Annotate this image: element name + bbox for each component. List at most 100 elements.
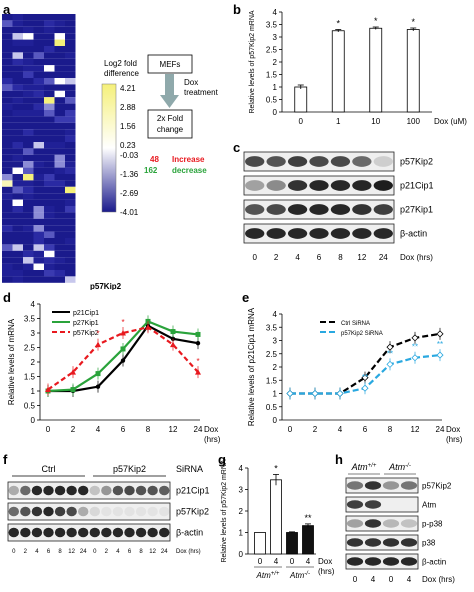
group-ko-label: Atm-/- bbox=[289, 571, 310, 580]
y-tick-label: 1 bbox=[31, 387, 36, 396]
heatmap-cell bbox=[65, 231, 76, 238]
x-tick-label: 12 bbox=[169, 425, 178, 434]
blot-band bbox=[330, 180, 351, 191]
blot-band bbox=[364, 519, 382, 528]
heatmap-cell bbox=[65, 212, 76, 219]
blot-band bbox=[266, 156, 286, 167]
blot-row-label: p57Kip2 bbox=[176, 507, 209, 517]
heatmap-cell bbox=[33, 110, 44, 117]
data-point bbox=[411, 334, 419, 342]
heatmap-cell bbox=[23, 46, 34, 53]
y-tick-label: 4 bbox=[31, 300, 36, 309]
heatmap-cell bbox=[65, 263, 76, 270]
y-tick-label: 0 bbox=[239, 550, 244, 559]
blot-band bbox=[364, 500, 382, 509]
heatmap-cell bbox=[44, 46, 55, 53]
blot-band bbox=[309, 204, 329, 215]
heatmap-cell bbox=[2, 65, 13, 72]
panel-label-g: g bbox=[218, 452, 226, 467]
heatmap-cell bbox=[33, 161, 44, 168]
heatmap-cell bbox=[2, 193, 13, 200]
blot-band bbox=[245, 228, 265, 239]
heatmap-cell bbox=[2, 90, 13, 98]
heatmap-cell bbox=[54, 199, 65, 206]
panel-h: Atm+/+ Atm-/- p57Kip2 Atm p-p38 p38 β-actin 0 4 0… bbox=[345, 462, 455, 584]
heatmap-cell bbox=[54, 129, 65, 136]
heatmap-cell bbox=[44, 250, 55, 258]
y-tick-label: 2.5 bbox=[24, 344, 36, 353]
heatmap-cell bbox=[2, 154, 13, 162]
heatmap-cell bbox=[33, 78, 44, 85]
blot-band bbox=[54, 506, 66, 517]
y-tick-label: 3 bbox=[273, 337, 278, 346]
heatmap-cell bbox=[33, 276, 44, 283]
legend-tick: -2.69 bbox=[120, 189, 139, 198]
heatmap-cell bbox=[12, 78, 23, 85]
legend-entry: p57Kip2 SiRNA bbox=[341, 331, 383, 337]
heatmap-cell bbox=[12, 65, 23, 72]
heatmap-cell bbox=[2, 218, 13, 226]
fold-change-line1: 2x Fold bbox=[157, 114, 183, 123]
heatmap-cell bbox=[65, 110, 76, 117]
heatmap-cell bbox=[12, 206, 23, 213]
data-point bbox=[436, 351, 444, 359]
heatmap-cell bbox=[33, 218, 44, 226]
heatmap-cell bbox=[65, 58, 76, 66]
heatmap-cell bbox=[44, 116, 55, 123]
x-tick-label: 4 bbox=[338, 425, 343, 434]
heatmap-cell bbox=[44, 110, 55, 117]
blot-band bbox=[400, 538, 418, 547]
heatmap-cell bbox=[65, 135, 76, 142]
data-point bbox=[95, 384, 101, 389]
heatmap-cell bbox=[54, 212, 65, 219]
blot-band bbox=[287, 180, 308, 191]
heatmap-cell bbox=[65, 78, 76, 85]
heatmap-cell bbox=[23, 263, 34, 270]
legend-entry: p57Kip2 bbox=[73, 330, 99, 337]
heatmap-cell bbox=[65, 52, 76, 59]
legend-title-line1: Log2 fold bbox=[104, 59, 137, 68]
blot-band bbox=[20, 485, 31, 496]
heatmap-cell bbox=[2, 26, 13, 34]
x-tick-label: 10 bbox=[371, 117, 380, 126]
blot-band bbox=[266, 228, 286, 239]
y-tick-label: 2 bbox=[239, 507, 244, 516]
heatmap-cell bbox=[2, 238, 13, 245]
heatmap-cell bbox=[23, 193, 34, 200]
heatmap-cell bbox=[65, 225, 76, 232]
lane-label: 4 bbox=[295, 253, 300, 262]
heatmap-cell bbox=[12, 26, 23, 34]
legend-tick: 2.88 bbox=[120, 103, 136, 112]
blot-row-label: p21Cip1 bbox=[176, 486, 210, 496]
lane-label: 4 bbox=[407, 575, 412, 584]
heatmap-cell bbox=[2, 97, 13, 104]
data-point bbox=[336, 389, 344, 398]
blot-band bbox=[135, 506, 147, 517]
heatmap-cell bbox=[33, 122, 44, 130]
heatmap-cell bbox=[12, 238, 23, 245]
blot-band bbox=[89, 485, 100, 496]
blot-band bbox=[54, 485, 66, 496]
blot-band bbox=[373, 204, 393, 215]
bar bbox=[294, 86, 308, 113]
y-tick-label: 3 bbox=[273, 33, 278, 42]
lane-label: 12 bbox=[68, 549, 75, 555]
lane-label: 24 bbox=[80, 549, 87, 555]
heatmap-cell bbox=[12, 199, 23, 206]
heatmap-cell bbox=[65, 90, 76, 98]
heatmap-cell bbox=[33, 250, 44, 258]
blot-row-label: β-actin bbox=[422, 558, 446, 567]
heatmap-cell bbox=[2, 20, 13, 27]
x-tick-label: 6 bbox=[363, 425, 368, 434]
heatmap-cell bbox=[65, 244, 76, 251]
heatmap-cell bbox=[12, 257, 23, 264]
blot-row-label: β-actin bbox=[176, 528, 203, 538]
heatmap-cell bbox=[33, 199, 44, 206]
legend-tick: -0.03 bbox=[120, 151, 139, 160]
heatmap-cell bbox=[33, 263, 44, 270]
heatmap-cell bbox=[23, 250, 34, 258]
y-tick-label: 1.5 bbox=[266, 71, 278, 80]
panel-a: Log2 fold difference 4.21 2.88 1.56 0.23-0.… bbox=[2, 14, 219, 290]
hrs-label: (hrs) bbox=[318, 567, 335, 576]
